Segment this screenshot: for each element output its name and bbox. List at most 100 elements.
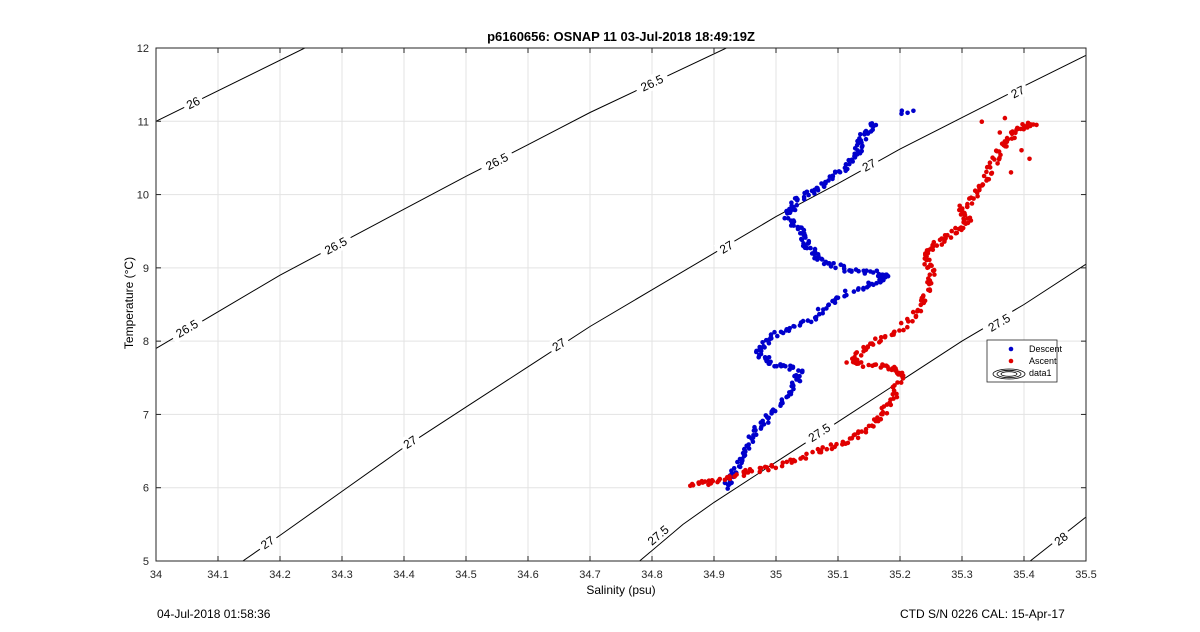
ascent-point — [769, 464, 775, 469]
ascent-point — [804, 451, 809, 457]
descent-point — [799, 236, 804, 242]
legend-contour-ring — [992, 368, 1026, 380]
descent-point — [873, 122, 879, 128]
contour-label-text: 27 — [860, 156, 879, 175]
y-tick-label: 9 — [143, 263, 149, 275]
ascent-series — [688, 115, 1039, 489]
ascent-point — [866, 362, 871, 368]
contour-label: 26 — [180, 91, 206, 114]
ascent-point — [934, 243, 940, 248]
ascent-point — [800, 454, 806, 460]
x-tick-label: 34.6 — [517, 569, 538, 581]
ascent-point — [845, 440, 851, 446]
ascent-point — [996, 149, 1002, 154]
descent-point — [780, 330, 786, 336]
ascent-point — [1009, 131, 1015, 137]
ascent-point — [828, 442, 834, 447]
ascent-point — [749, 468, 755, 474]
contour-label-bg — [640, 518, 676, 552]
x-tick-label: 34.8 — [641, 569, 662, 581]
descent-point — [831, 261, 836, 266]
ascent-point — [939, 242, 945, 247]
descent-point — [815, 306, 821, 312]
contour-label-bg — [856, 153, 882, 177]
descent-point — [760, 340, 765, 345]
y-axis-label: Temperature (°C) — [122, 257, 136, 349]
descent-point — [843, 162, 849, 167]
ascent-point — [847, 436, 853, 441]
ascent-point — [975, 193, 980, 199]
x-axis-label: Salinity (psu) — [586, 583, 655, 597]
ascent-point — [1027, 121, 1032, 127]
descent-point — [794, 195, 799, 201]
descent-point — [804, 189, 810, 195]
descent-point — [905, 110, 910, 116]
contour-label-bg — [546, 332, 572, 357]
descent-point — [791, 323, 796, 329]
ascent-point — [913, 313, 919, 319]
ascent-point — [820, 445, 825, 450]
ascent-point — [897, 370, 902, 376]
ascent-point — [856, 429, 861, 434]
contour-line-27 — [242, 54, 1086, 561]
descent-point — [808, 245, 813, 251]
descent-point — [785, 216, 791, 221]
legend: Descent Ascent data1 — [986, 339, 1063, 383]
descent-point — [768, 332, 774, 337]
descent-point — [736, 464, 742, 469]
legend-contour-marker — [992, 368, 1026, 380]
descent-point — [858, 132, 863, 137]
ascent-point — [894, 391, 899, 397]
descent-point — [841, 266, 847, 272]
descent-point — [859, 148, 864, 154]
descent-point — [863, 128, 869, 134]
ascent-point — [901, 327, 906, 333]
ascent-point — [930, 268, 936, 274]
ascent-point — [928, 262, 933, 268]
legend-contour-ring — [1000, 371, 1018, 377]
descent-point — [782, 215, 787, 221]
contour-label: 27 — [713, 235, 739, 259]
ascent-point — [1004, 135, 1010, 141]
ascent-point — [957, 203, 962, 209]
ascent-point — [727, 474, 732, 479]
descent-point — [821, 307, 826, 312]
ascent-point — [958, 225, 964, 230]
ascent-point — [834, 441, 839, 447]
ascent-point — [878, 338, 883, 344]
ascent-point — [884, 411, 890, 416]
ctd-calibration-label: CTD S/N 0226 CAL: 15-Apr-17 — [900, 607, 1065, 621]
ascent-point — [962, 210, 967, 216]
ascent-point — [734, 472, 739, 477]
ascent-point — [927, 257, 932, 263]
ascent-point — [863, 426, 869, 432]
contour-line-26 — [156, 48, 306, 122]
descent-point — [814, 185, 820, 191]
x-tick-label: 34.7 — [579, 569, 600, 581]
descent-point — [869, 281, 875, 287]
legend-ascent-marker — [1008, 358, 1014, 364]
ascent-point — [891, 388, 897, 393]
contour-label: 27 — [397, 430, 423, 454]
ascent-point — [784, 459, 790, 465]
ascent-point — [984, 169, 989, 175]
ascent-point — [987, 165, 993, 170]
descent-point — [874, 268, 880, 274]
descent-series — [722, 108, 916, 491]
ascent-point — [894, 368, 899, 374]
ascent-point — [884, 363, 889, 369]
descent-point — [870, 270, 876, 275]
descent-point — [800, 368, 805, 374]
descent-point — [812, 249, 817, 254]
x-tick-label: 35.3 — [951, 569, 972, 581]
descent-point — [859, 144, 865, 150]
descent-point — [753, 432, 759, 438]
y-tick-label: 8 — [143, 336, 149, 348]
descent-point — [784, 328, 789, 333]
legend-entry-label: data1 — [1029, 368, 1052, 378]
x-tick-label: 34.5 — [455, 569, 476, 581]
ascent-point — [992, 157, 997, 162]
descent-point — [821, 261, 827, 267]
contour-label: 27 — [1005, 80, 1030, 103]
descent-point — [725, 486, 730, 491]
